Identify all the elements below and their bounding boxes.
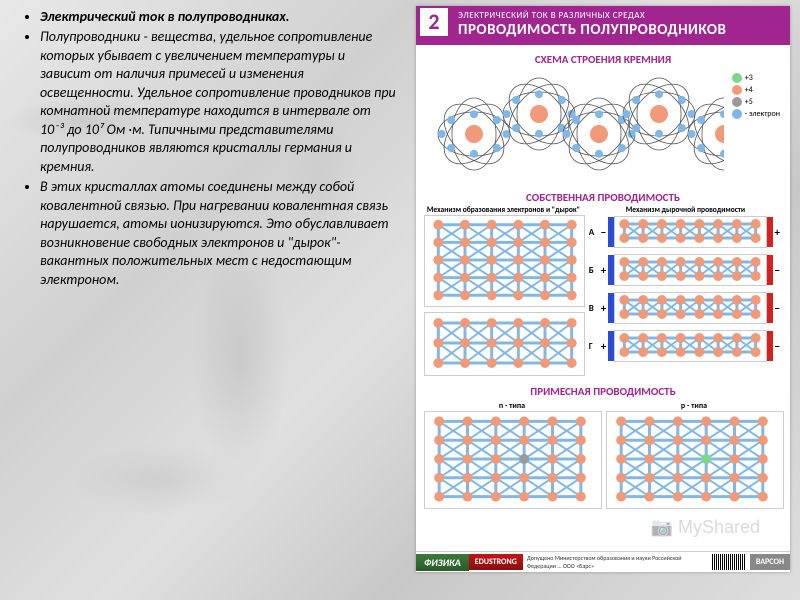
bullet-1: Электрический ток в полупроводниках. (40, 8, 398, 26)
physics-poster: 2 ЭЛЕКТРИЧЕСКИЙ ТОК В РАЗЛИЧНЫХ СРЕДАХ П… (416, 6, 790, 572)
imp-lattice-n (424, 411, 602, 509)
imp-left-label: n - типа (424, 401, 600, 411)
poster-title: ПРОВОДИМОСТЬ ПОЛУПРОВОДНИКОВ (458, 21, 784, 39)
own-cond-title: СОБСТВЕННАЯ ПРОВОДИМОСТЬ (424, 191, 782, 204)
own-right-title: Механизм дырочной проводимости (589, 207, 782, 215)
poster-body: СХЕМА СТРОЕНИЯ КРЕМНИЯ +3+4+5- электрон … (416, 45, 790, 514)
own-conductivity-section: Механизм образования электронов и "дырок… (424, 207, 782, 381)
legend-item: - электрон (732, 109, 780, 119)
mini-lattice (424, 312, 585, 376)
footer-brand-edustrong: EDUSTRONG (469, 554, 523, 570)
imp-right-label: p - типа (606, 401, 782, 411)
bullet-list: Электрический ток в полупроводниках. Пол… (18, 8, 398, 289)
conduction-row: Г + − (589, 329, 782, 363)
impurity-conductivity-section: n - типа p - типа (424, 401, 782, 514)
watermark: 📷 MyShared (651, 517, 760, 538)
text-panel: Электрический ток в полупроводниках. Пол… (18, 8, 398, 291)
own-left-title: Механизм образования электронов и "дырок… (424, 207, 583, 215)
poster-header: 2 ЭЛЕКТРИЧЕСКИЙ ТОК В РАЗЛИЧНЫХ СРЕДАХ П… (416, 6, 790, 45)
bullet-2: Полупроводники - вещества, удельное сопр… (40, 28, 398, 176)
poster-footer: ФИЗИКА EDUSTRONG Допущено Министерством … (416, 551, 790, 572)
legend-item: +4 (732, 85, 780, 95)
conduction-row: Б + − (589, 253, 782, 287)
barcode-icon (712, 554, 746, 570)
conduction-row: В + − (589, 291, 782, 325)
imp-cond-title: ПРИМЕСНАЯ ПРОВОДИМОСТЬ (424, 385, 782, 398)
legend-item: +3 (732, 73, 780, 83)
legend-item: +5 (732, 97, 780, 107)
legend: +3 +4 +5 - электрон (732, 73, 780, 121)
imp-lattice-p (606, 411, 784, 509)
silicon-svg (424, 69, 724, 187)
silicon-title: СХЕМА СТРОЕНИЯ КРЕМНИЯ (424, 53, 782, 66)
lattice-left (424, 215, 585, 307)
hole-conduction-rows: А − + Б + − В + − Г + − (589, 215, 782, 363)
silicon-scheme-diagram: +3 +4 +5 - электрон (424, 69, 782, 187)
poster-number: 2 (420, 8, 448, 36)
footer-fine-print: Допущено Министерством образования и нау… (523, 554, 712, 570)
bullet-3: В этих кристаллах атомы соединены между … (40, 178, 398, 289)
poster-subtitle: ЭЛЕКТРИЧЕСКИЙ ТОК В РАЗЛИЧНЫХ СРЕДАХ (458, 10, 784, 21)
footer-brand-physics: ФИЗИКА (416, 554, 469, 571)
conduction-row: А − + (589, 215, 782, 249)
footer-brand-barson: ВАРСОН (750, 554, 790, 570)
